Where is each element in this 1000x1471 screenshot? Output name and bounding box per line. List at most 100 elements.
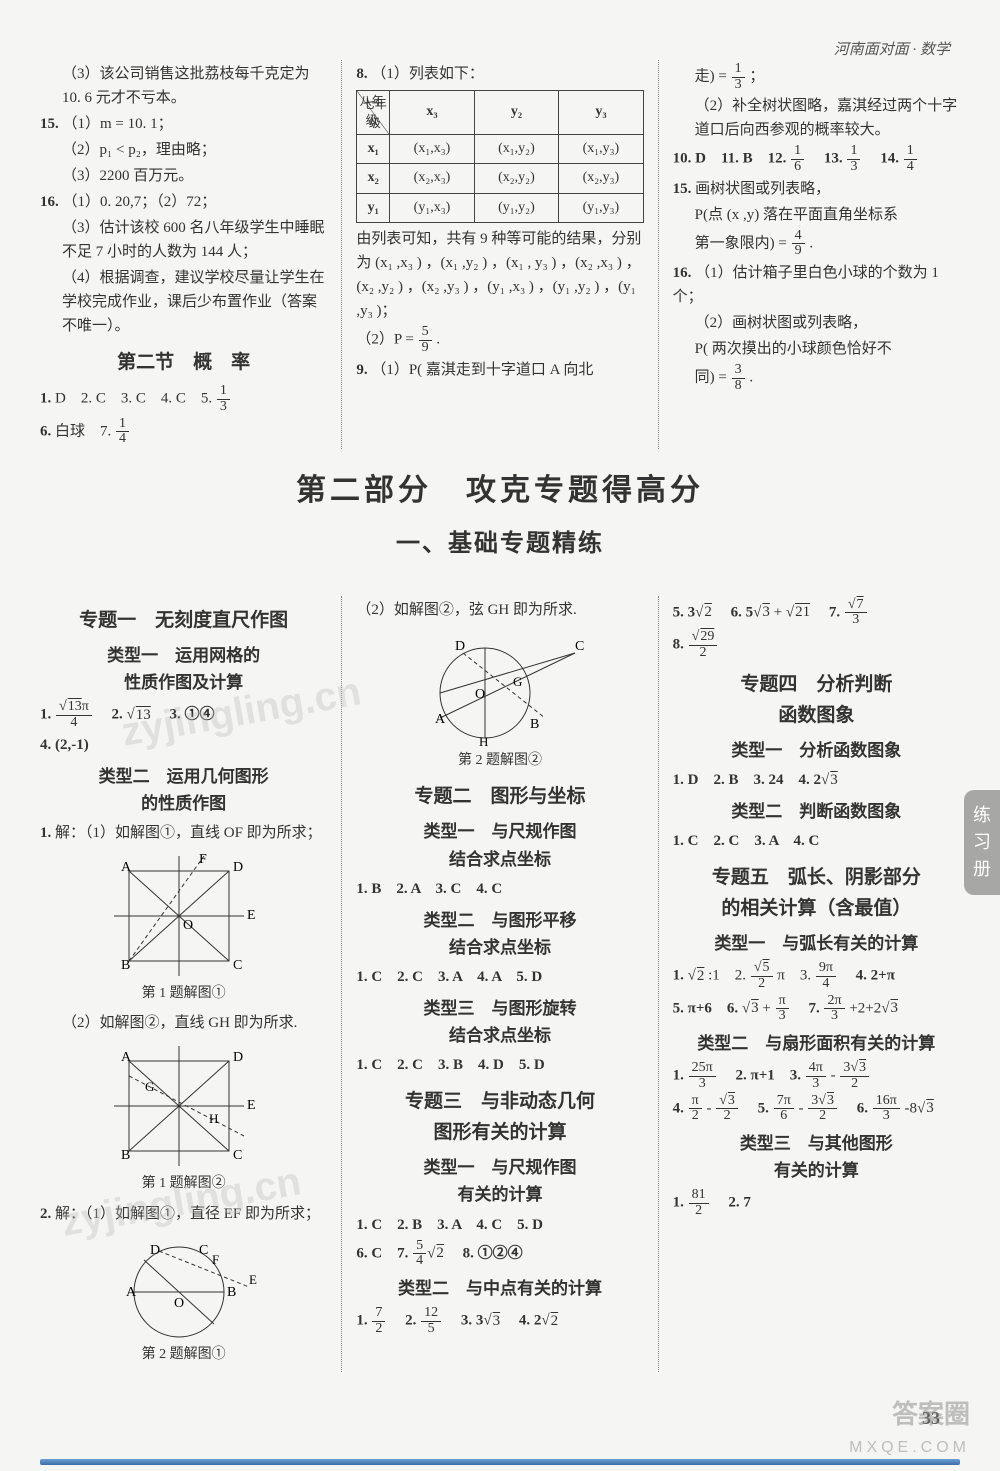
tab-char: 习 (964, 829, 1000, 856)
text: P( 两次摸出的小球颜色恰好不 (673, 337, 960, 361)
svg-text:A: A (121, 860, 132, 875)
num: 1. (673, 968, 684, 984)
divider (658, 60, 659, 449)
text: 解：（1）如解图①，直径 EF 即为所求； (55, 1206, 320, 1222)
divider (341, 60, 342, 449)
frac: 59 (419, 325, 432, 355)
text: （1）m = 10. 1； (63, 116, 173, 132)
svg-text:G: G (513, 674, 522, 689)
frac: 16π3 (873, 1094, 900, 1124)
col-head: y₂ (474, 91, 558, 135)
text: -8 (905, 1100, 918, 1116)
svg-text:C: C (199, 1243, 208, 1258)
answers: 1. C 2. B 3. A 4. C 5. D (356, 1213, 643, 1237)
svg-text:E: E (247, 908, 256, 923)
frac: √13π4 (56, 700, 92, 730)
text: + (774, 604, 786, 620)
text: 4. (2,-1) (40, 733, 327, 757)
outcome-table: 八年级 七年级 x₃ y₂ y₃ x₁ (x₁,x₃) (x₁,y₂) (x₁,… (356, 90, 643, 223)
answers: 6. C 7. 54√2 8. ①②④ (356, 1239, 643, 1269)
answers: 1. 812 2. 7 (673, 1188, 960, 1218)
frac: 13 (732, 62, 745, 92)
svg-text:B: B (121, 1148, 130, 1163)
text: （4）根据调查，建议学校尽量让学生在学校完成作业，课后少布置作业（答案不唯一）。 (40, 266, 327, 338)
part-subtitle: 一、基础专题精练 (40, 525, 960, 563)
frac: 13 (847, 144, 860, 174)
text: 10. D 11. B 12. (673, 151, 787, 167)
text: 4. 2+π (841, 968, 895, 984)
answers: 1. C 2. C 3. A 4. C (673, 829, 960, 853)
text: （1）估计箱子里白色小球的个数为 1 个； (673, 265, 939, 305)
cell: (y₁,y₃) (559, 193, 643, 222)
text: 5. 3 (673, 604, 696, 620)
num: 6. (40, 423, 51, 439)
q2: 2. 解：（1）如解图①，直径 EF 即为所求； (40, 1202, 327, 1226)
text: + (762, 1000, 774, 1016)
answers: 1. B 2. A 3. C 4. C (356, 877, 643, 901)
row-head: x₂ (357, 164, 390, 193)
text: 7. (814, 604, 840, 620)
text: （1）0. 20,7；（2）72； (63, 194, 217, 210)
svg-text:F: F (212, 1252, 219, 1267)
type-title: 类型一 运用网格的 性质作图及计算 (40, 642, 327, 696)
caption: 第 2 题解图② (356, 750, 643, 772)
svg-text:A: A (435, 712, 446, 727)
text: 5. π+6 6. (673, 1000, 739, 1016)
figure-circle-1: AB DC O FE (104, 1232, 264, 1342)
top-col-left: （3）该公司销售这批荔枝每千克定为10. 6 元才不亏本。 15. （1）m =… (40, 60, 327, 449)
type-title: 类型二 判断函数图象 (673, 798, 960, 825)
frac: 812 (689, 1188, 709, 1218)
num: 16. (40, 194, 59, 210)
text: 4. 2 (504, 1313, 542, 1329)
frac: π2 (689, 1094, 702, 1124)
text: （1）列表如下： (371, 66, 484, 82)
bot-col-left: 专题一 无刻度直尺作图 类型一 运用网格的 性质作图及计算 1. √13π4 2… (40, 596, 327, 1373)
answers: 4. π2 - √32 5. 7π6 - 3√32 6. 16π3 -8√3 (673, 1094, 960, 1124)
label: （2）P = (356, 332, 414, 348)
text: 13. (809, 151, 843, 167)
section-title: 第二节 概 率 (40, 348, 327, 378)
type-title: 类型一 分析函数图象 (673, 737, 960, 764)
num: 1. (673, 1195, 684, 1211)
text: π 3. (777, 968, 811, 984)
label: 七年级 (360, 95, 389, 133)
answers: 8. √292 (673, 630, 960, 660)
top-col-right: 走) = 13 ； （2）补全树状图略，嘉淇经过两个十字道口后向西参观的概率较大… (673, 60, 960, 449)
answers: 1. 25π3 2. π+1 3. 4π3 - 3√32 (673, 1061, 960, 1091)
cell: (y₁,x₃) (390, 193, 474, 222)
frac: 2π3 (824, 994, 844, 1024)
side-tab: 练 习 册 (964, 790, 1000, 895)
frac: 125 (421, 1306, 441, 1336)
divider (658, 596, 659, 1373)
num: 1. (356, 1313, 367, 1329)
text: （3）估计该校 600 名八年级学生中睡眠不足 7 小时的人数为 144 人； (40, 216, 327, 264)
q9: 9. （1）P( 嘉淇走到十字道口 A 向北 (356, 358, 643, 382)
svg-text:B: B (227, 1285, 236, 1300)
text: :1 2. (708, 968, 746, 984)
col-head: x₃ (390, 91, 474, 135)
svg-text:F: F (199, 852, 207, 867)
page-header: 河南面对面 · 数学 (834, 38, 950, 62)
text: 画树状图或列表略， (695, 181, 830, 197)
cell: (x₁,y₂) (474, 135, 558, 164)
num: 1. (40, 391, 51, 407)
row-head: y₁ (357, 193, 390, 222)
text: - (706, 1100, 715, 1116)
num: 4. (673, 1100, 684, 1116)
cell: (x₂,y₂) (474, 164, 558, 193)
num: 2. (40, 1206, 51, 1222)
caption: 第 1 题解图② (40, 1173, 327, 1195)
text: 走) = 13 ； (673, 62, 960, 92)
frac: 7π6 (774, 1094, 794, 1124)
section-title: 专题三 与非动态几何 图形有关的计算 (356, 1087, 643, 1148)
q1: 1. 解：（1）如解图①，直线 OF 即为所求； (40, 821, 327, 845)
frac: √32 (716, 1094, 738, 1124)
frac: π3 (776, 994, 789, 1024)
caption: 第 1 题解图① (40, 983, 327, 1005)
num: 15. (40, 116, 59, 132)
type-title: 类型二 与中点有关的计算 (356, 1275, 643, 1302)
wm-line2: MXQE.COM (849, 1435, 970, 1461)
section-title: 专题四 分析判断 函数图象 (673, 670, 960, 731)
svg-text:C: C (575, 639, 584, 654)
text: 白球 7. (55, 423, 111, 439)
